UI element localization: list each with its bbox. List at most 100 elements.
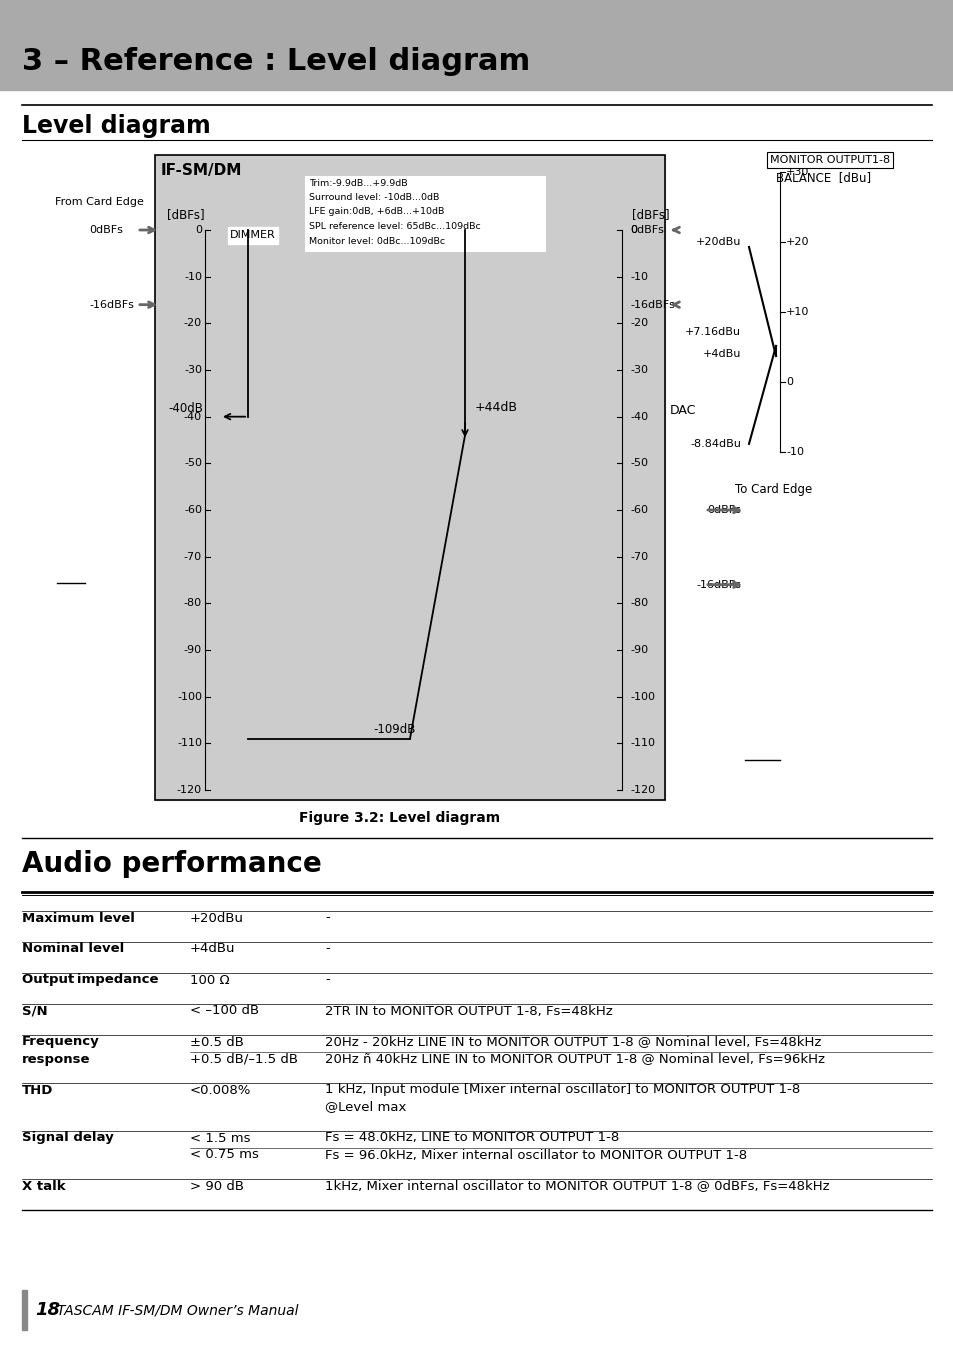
Bar <box>154 155 664 800</box>
Text: Trim:-9.9dB...+9.9dB: Trim:-9.9dB...+9.9dB <box>309 178 407 188</box>
Text: 0: 0 <box>785 377 792 387</box>
Text: +20: +20 <box>785 237 809 247</box>
Text: -30: -30 <box>184 365 202 375</box>
Text: -16dBFs: -16dBFs <box>629 300 674 310</box>
Text: -40: -40 <box>629 411 647 422</box>
Text: Fs = 48.0kHz, LINE to MONITOR OUTPUT 1-8: Fs = 48.0kHz, LINE to MONITOR OUTPUT 1-8 <box>325 1132 618 1145</box>
Text: -50: -50 <box>184 458 202 468</box>
Text: 0dBFs: 0dBFs <box>706 506 740 515</box>
Text: +20dBu: +20dBu <box>190 911 244 925</box>
Text: -70: -70 <box>184 552 202 561</box>
Text: 20Hz ñ 40kHz LINE IN to MONITOR OUTPUT 1-8 @ Nominal level, Fs=96kHz: 20Hz ñ 40kHz LINE IN to MONITOR OUTPUT 1… <box>325 1052 824 1065</box>
Text: < –100 dB: < –100 dB <box>190 1005 259 1018</box>
Text: -20: -20 <box>184 318 202 329</box>
Text: -60: -60 <box>629 506 647 515</box>
Text: <0.008%: <0.008% <box>190 1083 251 1096</box>
Text: < 0.75 ms: < 0.75 ms <box>190 1148 258 1161</box>
Text: BALANCE  [dBu]: BALANCE [dBu] <box>776 172 871 184</box>
Bar <box>57 583 85 635</box>
Text: -: - <box>325 911 330 925</box>
Text: -60: -60 <box>184 506 202 515</box>
Text: 20Hz - 20kHz LINE IN to MONITOR OUTPUT 1-8 @ Nominal level, Fs=48kHz: 20Hz - 20kHz LINE IN to MONITOR OUTPUT 1… <box>325 1036 821 1049</box>
Text: 0: 0 <box>194 224 202 235</box>
Text: -40dB: -40dB <box>168 402 203 415</box>
Text: -: - <box>325 973 330 987</box>
Text: -109dB: -109dB <box>374 723 416 735</box>
Text: -80: -80 <box>629 599 647 608</box>
Text: ±0.5 dB: ±0.5 dB <box>190 1036 244 1049</box>
Text: +7.16dBu: +7.16dBu <box>684 327 740 337</box>
Text: LFE gain:0dB, +6dB...+10dB: LFE gain:0dB, +6dB...+10dB <box>309 207 444 216</box>
Bar <box>85 583 101 635</box>
Bar <box>22 1290 27 1330</box>
Bar <box>228 227 277 243</box>
Text: 1 kHz, Input module [Mixer internal oscillator] to MONITOR OUTPUT 1-8: 1 kHz, Input module [Mixer internal osci… <box>325 1083 800 1096</box>
Text: -50: -50 <box>629 458 647 468</box>
Text: -100: -100 <box>629 692 655 702</box>
Text: -70: -70 <box>629 552 647 561</box>
Text: -20: -20 <box>629 318 647 329</box>
Text: +10: +10 <box>785 307 808 316</box>
Bar <box>744 760 780 800</box>
Text: TASCAM IF-SM/DM Owner’s Manual: TASCAM IF-SM/DM Owner’s Manual <box>57 1303 298 1317</box>
Text: Nominal level: Nominal level <box>22 942 124 956</box>
Bar <box>744 530 780 800</box>
Text: -16dBFs: -16dBFs <box>89 300 133 310</box>
Text: 18: 18 <box>35 1301 60 1320</box>
Text: Fs = 96.0kHz, Mixer internal oscillator to MONITOR OUTPUT 1-8: Fs = 96.0kHz, Mixer internal oscillator … <box>325 1148 746 1161</box>
Text: -8.84dBu: -8.84dBu <box>689 439 740 449</box>
Text: From Card Edge: From Card Edge <box>55 197 144 207</box>
Bar <box>305 176 544 251</box>
Text: Frequency: Frequency <box>22 1036 100 1049</box>
Text: Surround level: -10dB...0dB: Surround level: -10dB...0dB <box>309 193 439 201</box>
Text: +20dBu: +20dBu <box>695 237 740 247</box>
Bar <box>154 155 664 800</box>
Text: -30: -30 <box>629 365 647 375</box>
Text: -110: -110 <box>629 738 655 749</box>
Bar <box>0 0 953 91</box>
Text: -100: -100 <box>177 692 202 702</box>
Text: Output impedance: Output impedance <box>22 973 158 987</box>
Text: +4dBu: +4dBu <box>702 349 740 360</box>
Text: -120: -120 <box>176 786 202 795</box>
Text: [dBFs]: [dBFs] <box>167 208 205 222</box>
Text: Monitor level: 0dBc...109dBc: Monitor level: 0dBc...109dBc <box>309 237 445 246</box>
Text: response: response <box>22 1052 91 1065</box>
Text: Audio performance: Audio performance <box>22 850 321 877</box>
Text: To Card Edge: To Card Edge <box>734 484 811 496</box>
Text: -120: -120 <box>629 786 655 795</box>
Text: Signal delay: Signal delay <box>22 1132 113 1145</box>
Text: +44dB: +44dB <box>475 400 517 414</box>
Text: Level diagram: Level diagram <box>22 114 211 138</box>
Bar <box>57 210 85 635</box>
Text: 2TR IN to MONITOR OUTPUT 1-8, Fs=48kHz: 2TR IN to MONITOR OUTPUT 1-8, Fs=48kHz <box>325 1005 612 1018</box>
Text: DAC: DAC <box>669 403 696 416</box>
Text: -90: -90 <box>184 645 202 654</box>
Text: -10: -10 <box>785 448 803 457</box>
Text: Maximum level: Maximum level <box>22 911 134 925</box>
Text: X talk: X talk <box>22 1179 66 1192</box>
Text: 0: 0 <box>629 224 637 235</box>
Text: -: - <box>325 942 330 956</box>
Text: +0.5 dB/–1.5 dB: +0.5 dB/–1.5 dB <box>190 1052 297 1065</box>
Text: 0dBFs: 0dBFs <box>629 224 663 235</box>
Text: -10: -10 <box>629 272 647 281</box>
Text: -90: -90 <box>629 645 647 654</box>
Text: -110: -110 <box>177 738 202 749</box>
Text: S/N: S/N <box>22 1005 48 1018</box>
Text: -10: -10 <box>184 272 202 281</box>
Text: 0dBFs: 0dBFs <box>89 224 123 235</box>
Text: 1kHz, Mixer internal oscillator to MONITOR OUTPUT 1-8 @ 0dBFs, Fs=48kHz: 1kHz, Mixer internal oscillator to MONIT… <box>325 1179 829 1192</box>
Text: -40: -40 <box>184 411 202 422</box>
Text: THD: THD <box>22 1083 53 1096</box>
Text: +4dBu: +4dBu <box>190 942 235 956</box>
Text: +30: +30 <box>785 168 808 177</box>
Text: IF-SM/DM: IF-SM/DM <box>161 164 242 178</box>
Text: SPL reference level: 65dBc...109dBc: SPL reference level: 65dBc...109dBc <box>309 222 480 231</box>
Text: -80: -80 <box>184 599 202 608</box>
Text: @Level max: @Level max <box>325 1101 406 1114</box>
Bar <box>667 210 702 400</box>
Bar <box>744 164 780 460</box>
Text: MONITOR OUTPUT1-8: MONITOR OUTPUT1-8 <box>769 155 889 165</box>
Text: -16dBFs: -16dBFs <box>696 580 740 589</box>
